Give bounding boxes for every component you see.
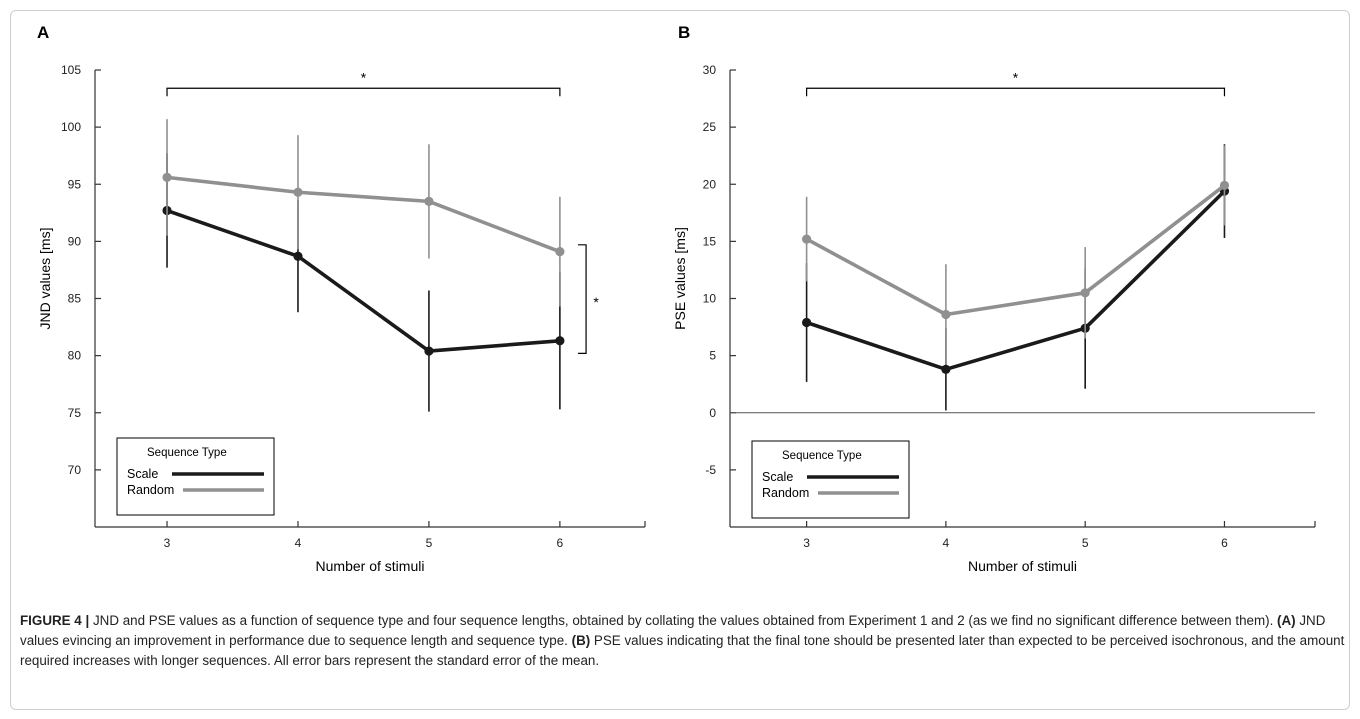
x-tick-label: 6 <box>1221 536 1228 550</box>
x-tick-label: 4 <box>943 536 950 550</box>
x-axis-title: Number of stimuli <box>316 558 425 574</box>
caption-part-b-text: PSE values indicating that the final ton… <box>20 633 1345 668</box>
y-tick-label: 85 <box>68 292 82 306</box>
series-random <box>162 119 565 307</box>
figure-caption: FIGURE 4 | JND and PSE values as a funct… <box>20 611 1345 671</box>
data-point <box>1080 288 1090 298</box>
data-point <box>941 309 951 320</box>
caption-part-b-label: (B) <box>571 633 591 648</box>
legend-box <box>116 437 275 516</box>
data-point <box>293 251 303 261</box>
significance-bracket <box>578 244 587 354</box>
panel-letter: B <box>678 23 690 42</box>
series-random <box>802 145 1230 365</box>
chart-panel-a: A 70 75 80 85 90 95 100 105 3 4 5 6 Number of stimuli… <box>37 23 646 574</box>
y-tick-label: 30 <box>703 63 717 77</box>
y-tick-label: 20 <box>703 177 717 191</box>
y-tick-label: -5 <box>705 463 716 477</box>
x-tick-label: 6 <box>557 536 564 550</box>
data-point <box>941 364 951 374</box>
caption-part-a-label: (A) <box>1277 613 1296 628</box>
significance-star: * <box>593 294 599 310</box>
data-point <box>555 336 565 346</box>
panel-letter: A <box>37 23 49 42</box>
y-axis-title: JND values [ms] <box>37 228 53 330</box>
significance-star: * <box>361 69 367 85</box>
data-point <box>162 172 172 182</box>
y-axis-title: PSE values [ms] <box>672 227 688 330</box>
x-tick-label: 5 <box>426 536 433 550</box>
data-point <box>424 196 434 206</box>
legend-title: Sequence Type <box>147 447 227 459</box>
y-tick-label: 105 <box>61 63 81 77</box>
y-tick-label: 5 <box>709 349 716 363</box>
legend-label: Random <box>127 483 174 497</box>
series-scale <box>802 144 1230 411</box>
y-tick-label: 70 <box>68 463 82 477</box>
legend: Sequence Type Scale Random <box>751 440 910 519</box>
y-tick-label: 95 <box>68 177 82 191</box>
caption-text: JND and PSE values as a function of sequ… <box>89 613 1278 628</box>
x-axis-title: Number of stimuli <box>968 558 1077 574</box>
y-tick-label: 80 <box>68 349 82 363</box>
y-tick-label: 10 <box>703 292 717 306</box>
y-tick-label: 25 <box>703 120 717 134</box>
series-scale <box>162 153 565 412</box>
legend-label: Scale <box>127 467 158 481</box>
series-line <box>805 183 1226 317</box>
caption-part-a-text: JND values evincing an improvement in pe… <box>20 613 1326 648</box>
y-tick-label: 90 <box>68 234 82 248</box>
x-tick-label: 4 <box>295 536 302 550</box>
legend-title: Sequence Type <box>782 450 862 462</box>
series-line <box>166 175 561 254</box>
y-tick-label: 100 <box>61 120 81 134</box>
figure-frame <box>10 10 1350 710</box>
y-tick-label: 15 <box>703 234 717 248</box>
y-tick-label: 0 <box>709 406 716 420</box>
x-tick-label: 3 <box>164 536 171 550</box>
legend: Sequence Type Scale Random <box>116 437 275 516</box>
significance-star: * <box>1013 69 1019 85</box>
data-point <box>802 234 812 244</box>
data-point <box>293 187 303 197</box>
x-tick-label: 5 <box>1082 536 1089 550</box>
significance-bracket <box>806 87 1226 97</box>
chart-panel-b: B -5 0 5 10 15 20 25 30 3 4 5 6 Number of stimuli PSE … <box>672 23 1316 574</box>
data-point <box>1219 180 1230 190</box>
data-point <box>424 346 434 356</box>
data-point <box>802 317 812 328</box>
y-tick-label: 75 <box>68 406 82 420</box>
series-line <box>806 189 1226 372</box>
legend-label: Scale <box>762 470 793 484</box>
series-line <box>166 208 561 353</box>
significance-bracket <box>166 87 561 97</box>
data-point <box>555 247 565 257</box>
legend-label: Random <box>762 486 809 500</box>
legend-box <box>751 440 910 519</box>
x-tick-label: 3 <box>803 536 810 550</box>
caption-figure-label: FIGURE 4 | <box>20 613 90 628</box>
